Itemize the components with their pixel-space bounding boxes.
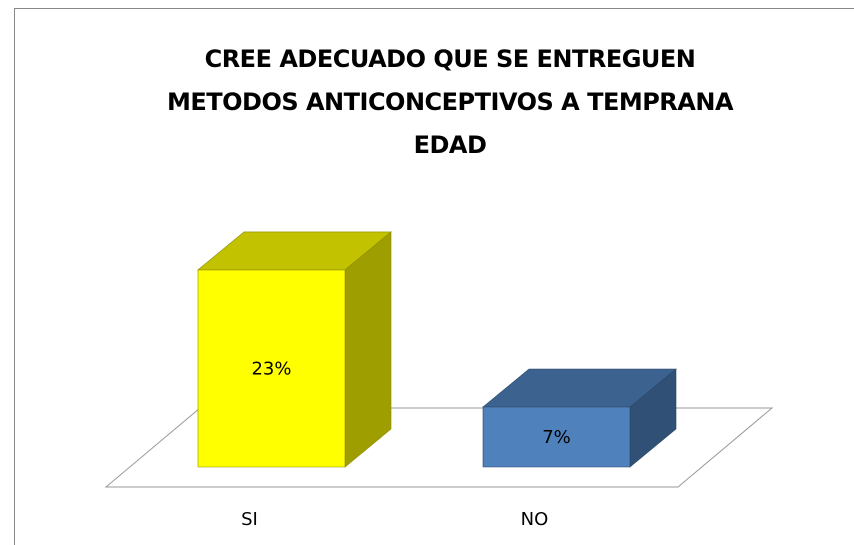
x-tick-label: NO (521, 509, 549, 530)
x-tick-label: SI (241, 509, 258, 530)
chart-title: CREE ADECUADO QUE SE ENTREGUEN METODOS A… (166, 45, 734, 159)
chart-border (14, 8, 854, 545)
bar (482, 368, 677, 468)
bar-front (197, 269, 346, 468)
value-label: 7% (542, 427, 571, 448)
bar (197, 231, 392, 468)
bar-side (344, 231, 392, 468)
bar-front (482, 406, 631, 468)
value-label: 23% (251, 358, 291, 379)
